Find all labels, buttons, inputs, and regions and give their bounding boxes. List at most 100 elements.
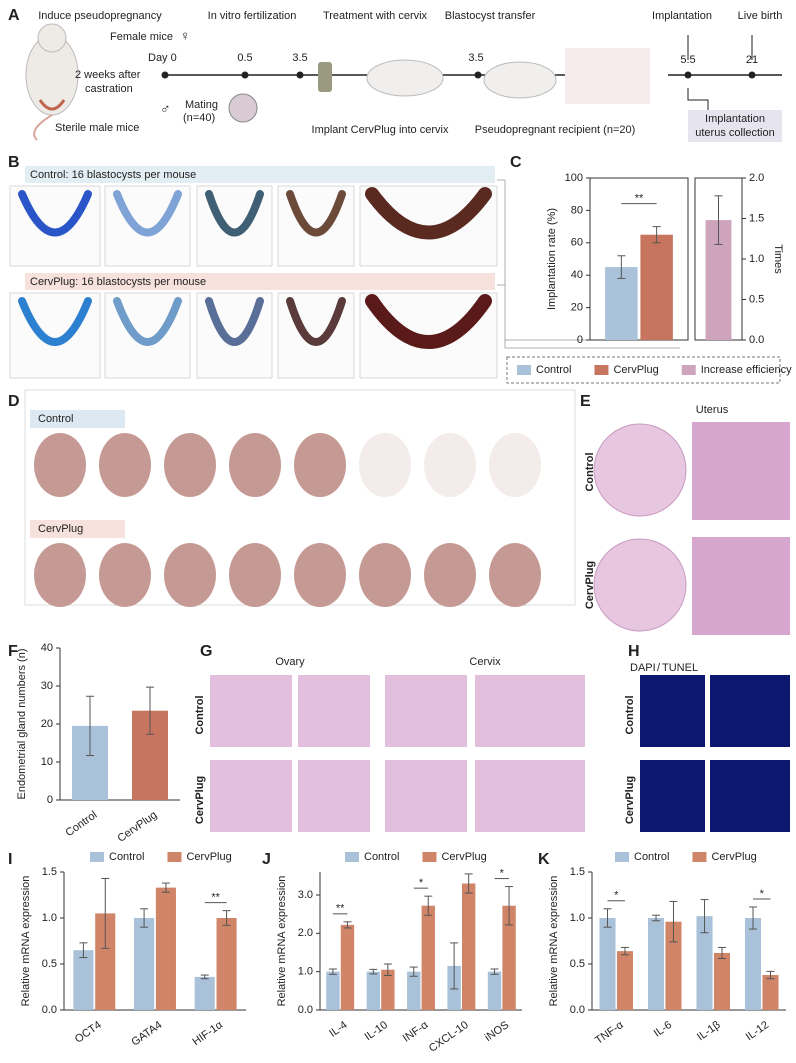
group-label: CervPlug — [38, 523, 83, 535]
y-tick-label: 80 — [571, 204, 583, 216]
bar — [605, 267, 638, 340]
pup — [294, 543, 346, 607]
x-tick-label: TNF-α — [593, 1019, 626, 1047]
bar — [696, 916, 713, 1010]
x-tick-label: iNOS — [483, 1019, 511, 1044]
bar — [381, 969, 395, 1010]
panel-letter: G — [200, 643, 212, 660]
label-box — [30, 520, 125, 538]
female-symbol: ♀ — [180, 28, 191, 44]
uterus-images — [9, 185, 498, 379]
step-label: Live birth — [738, 10, 783, 22]
day-label: 3.5 — [292, 52, 307, 64]
pup-images — [34, 433, 541, 607]
bar — [73, 950, 94, 1010]
timeline-dots — [161, 71, 756, 79]
bar — [647, 918, 665, 1010]
significance-label: ** — [635, 193, 644, 205]
y2-tick-label: 1.5 — [749, 212, 764, 224]
uterus — [286, 190, 346, 237]
significance-label: * — [419, 877, 424, 889]
panel-letter: B — [8, 154, 20, 171]
bar — [340, 924, 355, 1010]
legend-swatch — [345, 852, 359, 862]
legend-label: Control — [536, 364, 571, 376]
bar — [95, 913, 116, 1010]
bar — [407, 971, 421, 1010]
cervix-illustration — [318, 62, 332, 92]
x-tick-label: INF-α — [401, 1019, 431, 1045]
bar — [461, 883, 476, 1010]
significance-label: * — [760, 888, 765, 900]
image-title: Cervix — [469, 656, 501, 668]
bar — [502, 905, 516, 1010]
row-label: Control: 16 blastocysts per mouse — [30, 169, 196, 181]
y-tick-label: 1.5 — [42, 866, 57, 878]
stain-label: TUNEL — [662, 662, 698, 674]
uterus — [113, 297, 182, 346]
x-tick-label: IL-12 — [744, 1019, 771, 1043]
y-tick-label: 0.0 — [298, 1004, 313, 1016]
annotation: (n=40) — [183, 112, 215, 124]
y-tick-label: 1.0 — [298, 966, 313, 978]
legend-label: Control — [634, 851, 669, 863]
bar — [134, 918, 155, 1010]
uterus — [286, 297, 346, 346]
legend-label: Increase efficiency — [701, 364, 792, 376]
y-tick-label: 0.5 — [570, 958, 585, 970]
pup — [229, 433, 281, 497]
legend-swatch — [681, 365, 696, 375]
bar — [326, 971, 340, 1010]
y-tick-label: 0 — [577, 334, 583, 346]
mouse-illustration — [483, 61, 557, 99]
row-label: CervPlug — [624, 776, 636, 824]
bar — [599, 918, 616, 1010]
significance-label: ** — [211, 892, 220, 904]
panel-letter: A — [8, 7, 20, 24]
step-label: Induce pseudopregnancy — [38, 10, 162, 22]
image-title: Ovary — [275, 656, 305, 668]
group-label: Control — [38, 413, 73, 425]
pup — [489, 433, 541, 497]
legend-label: CervPlug — [186, 851, 231, 863]
plot-frame — [589, 177, 689, 341]
y2-tick-label: 0.0 — [749, 334, 764, 346]
bar — [487, 971, 502, 1010]
uterus — [18, 297, 92, 346]
panel-letter: F — [8, 643, 18, 660]
pup — [424, 543, 476, 607]
annotation: Female mice — [110, 31, 173, 43]
annotation: Sterile male mice — [55, 122, 139, 134]
x-tick-label: IL-6 — [652, 1019, 674, 1040]
uterus — [205, 190, 264, 237]
uterus — [205, 297, 264, 346]
annotation: uterus collection — [695, 127, 775, 139]
banner — [25, 166, 495, 183]
x-tick-label: OCT4 — [73, 1019, 104, 1046]
y-tick-label: 1.5 — [570, 866, 585, 878]
y2-tick-label: 0.5 — [749, 293, 764, 305]
histology-images — [210, 675, 585, 832]
panel-letter: C — [510, 154, 522, 171]
row-label: Control — [194, 695, 206, 734]
legend-swatch — [422, 852, 437, 862]
annotation: Day 0 — [148, 52, 177, 64]
x-tick-label: CXCL-10 — [427, 1019, 471, 1055]
image-title: Uterus — [696, 404, 729, 416]
x-tick-label: CervPlug — [115, 809, 159, 845]
pup — [229, 543, 281, 607]
panel-frame — [24, 389, 576, 606]
uterus — [365, 294, 492, 349]
legend-swatch — [615, 852, 629, 862]
y-tick-label: 2.0 — [298, 927, 313, 939]
mouse-illustration — [25, 23, 79, 141]
y-tick-label: 30 — [41, 680, 53, 692]
x-tick-label: Control — [63, 809, 99, 839]
y-tick-label: 40 — [41, 642, 53, 654]
fluorescence-images — [640, 675, 790, 832]
step-label: Blastocyst transfer — [445, 10, 536, 22]
transfer-illustration — [565, 48, 650, 104]
y-tick-label: 0.5 — [42, 958, 57, 970]
legend-label: Control — [364, 851, 399, 863]
